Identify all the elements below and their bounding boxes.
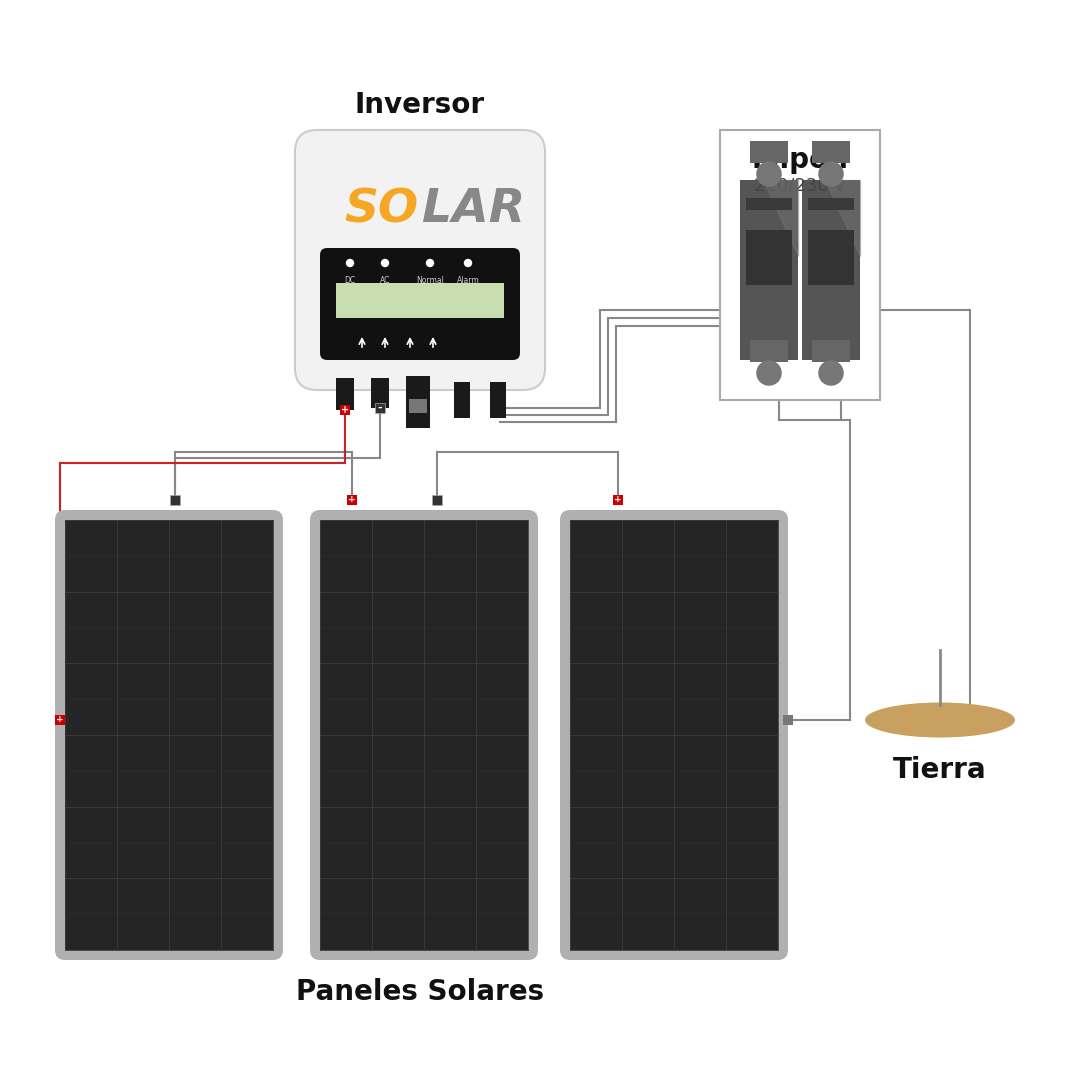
Text: Tierra: Tierra xyxy=(893,756,987,784)
FancyBboxPatch shape xyxy=(320,248,519,360)
Circle shape xyxy=(347,259,353,267)
FancyBboxPatch shape xyxy=(55,510,283,960)
Text: LAR: LAR xyxy=(422,188,525,232)
Bar xyxy=(783,715,793,725)
Circle shape xyxy=(381,259,389,267)
Text: +: + xyxy=(615,496,622,504)
Circle shape xyxy=(819,161,843,187)
Bar xyxy=(746,198,793,210)
Bar xyxy=(802,180,860,360)
Bar xyxy=(347,495,357,505)
Text: AC: AC xyxy=(380,276,390,285)
Bar xyxy=(320,519,528,950)
Bar xyxy=(336,378,354,410)
FancyBboxPatch shape xyxy=(310,510,538,960)
Bar xyxy=(720,130,880,400)
Polygon shape xyxy=(825,180,860,256)
Bar xyxy=(432,495,442,505)
Bar xyxy=(746,230,793,285)
Bar xyxy=(372,378,389,408)
Text: -: - xyxy=(378,403,382,413)
FancyBboxPatch shape xyxy=(295,130,545,390)
Ellipse shape xyxy=(865,702,1015,738)
Bar xyxy=(55,715,65,725)
Text: SO: SO xyxy=(343,188,418,232)
Text: +: + xyxy=(341,405,349,415)
Text: 220/230 v: 220/230 v xyxy=(755,176,846,194)
Circle shape xyxy=(427,259,433,267)
Text: +: + xyxy=(348,496,355,504)
Text: Normal: Normal xyxy=(416,276,444,285)
Text: Paneles Solares: Paneles Solares xyxy=(296,978,544,1005)
Bar xyxy=(570,519,778,950)
FancyBboxPatch shape xyxy=(561,510,788,960)
Circle shape xyxy=(756,361,782,386)
Circle shape xyxy=(819,361,843,386)
Bar xyxy=(808,198,854,210)
Circle shape xyxy=(464,259,472,267)
Text: Inversor: Inversor xyxy=(355,91,485,119)
Text: Alarm: Alarm xyxy=(457,276,480,285)
Bar xyxy=(812,141,850,163)
Bar xyxy=(740,180,798,360)
Text: +: + xyxy=(56,715,64,725)
Bar xyxy=(340,405,350,415)
Bar xyxy=(808,230,854,285)
Bar xyxy=(336,283,504,318)
Bar xyxy=(490,382,507,418)
Text: DC: DC xyxy=(345,276,355,285)
Bar xyxy=(751,141,787,163)
Bar xyxy=(65,519,273,950)
Polygon shape xyxy=(764,180,798,256)
Bar xyxy=(812,340,850,362)
Bar xyxy=(170,495,180,505)
Bar xyxy=(406,376,430,428)
Bar xyxy=(409,399,427,413)
Bar xyxy=(454,382,470,418)
Bar xyxy=(375,403,384,413)
Circle shape xyxy=(756,161,782,187)
Bar xyxy=(613,495,623,505)
Bar xyxy=(751,340,787,362)
Text: Flipon: Flipon xyxy=(752,146,849,174)
